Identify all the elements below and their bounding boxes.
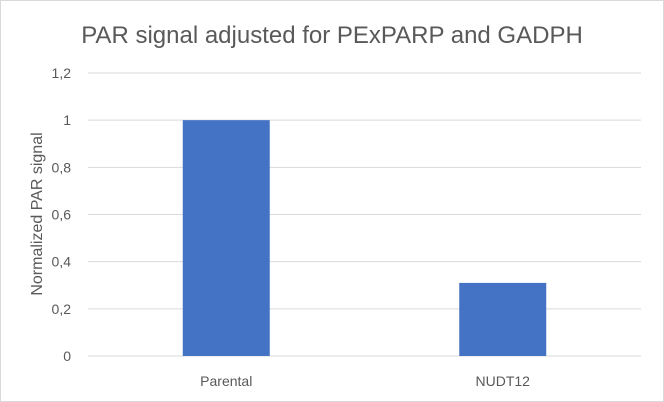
y-tick-label: 1,2 <box>52 65 72 81</box>
y-tick-label: 1 <box>63 112 71 128</box>
x-tick-label: NUDT12 <box>476 373 531 389</box>
y-tick-label: 0,2 <box>52 301 72 317</box>
y-tick-label: 0,6 <box>52 207 72 223</box>
y-axis-ticks: 0 0,2 0,4 0,6 0,8 1 1,2 <box>52 65 72 364</box>
y-tick-label: 0 <box>63 348 71 364</box>
x-axis-ticks: Parental NUDT12 <box>200 373 530 389</box>
gridlines <box>88 72 641 357</box>
y-tick-label: 0,4 <box>52 254 72 270</box>
bar-parental <box>182 120 270 357</box>
bar-nudt12 <box>459 282 547 356</box>
y-axis-label: Normalized PAR signal <box>29 132 46 295</box>
chart-title: PAR signal adjusted for PExPARP and GADP… <box>81 22 583 49</box>
y-tick-label: 0,8 <box>52 159 72 175</box>
bars <box>182 120 547 357</box>
x-tick-label: Parental <box>200 373 252 389</box>
